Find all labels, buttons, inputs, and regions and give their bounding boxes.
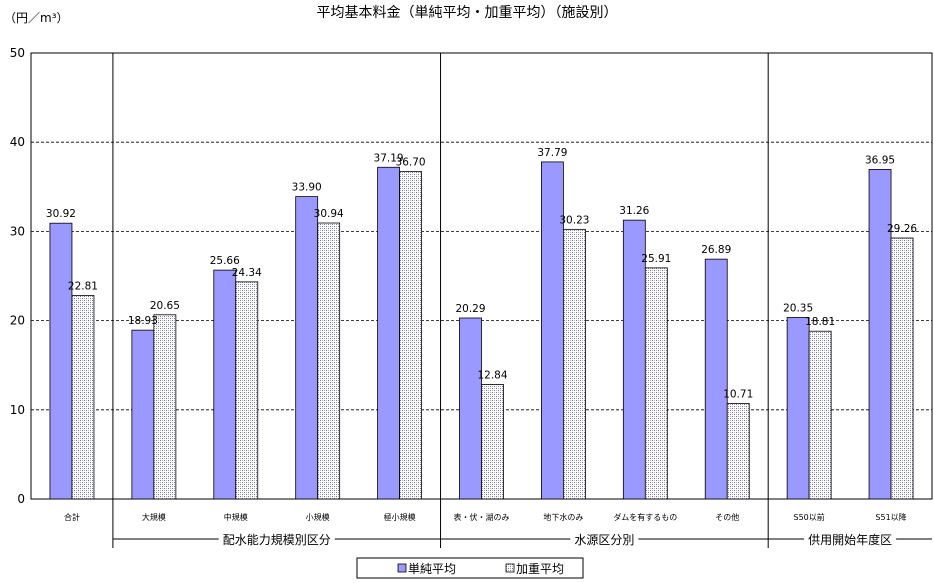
legend-label-simple-average: 単純平均 — [408, 562, 456, 576]
value-label-weighted-6: 30.23 — [559, 214, 589, 226]
y-tick-label-20: 20 — [10, 314, 25, 328]
legend-swatch-weighted-average — [505, 563, 515, 573]
group-label-1: 水源区分別 — [574, 533, 634, 547]
category-groups: 配水能力規模別区分 水源区分別 供用開始年度区 — [112, 532, 932, 547]
value-label-weighted-7: 25.91 — [641, 253, 671, 265]
bar-weighted-average-1 — [153, 314, 177, 500]
x-category-label-5: 表・伏・湖のみ — [454, 512, 510, 522]
value-label-simple-9: 20.35 — [783, 302, 813, 314]
bar-weighted-average-3 — [317, 222, 341, 500]
bar-weighted-average-7 — [644, 267, 668, 500]
value-label-weighted-8: 10.71 — [723, 388, 753, 400]
value-label-simple-0: 30.92 — [46, 208, 76, 220]
value-label-simple-1: 18.93 — [128, 315, 158, 327]
bar-weighted-average-4 — [399, 171, 422, 500]
chart-title: 平均基本料金（単純平均・加重平均）（施設別） — [317, 4, 618, 21]
value-label-weighted-10: 29.26 — [887, 223, 917, 235]
y-tick-label-50: 50 — [10, 46, 25, 60]
value-label-simple-3: 33.90 — [292, 182, 322, 194]
x-category-label-6: 地下水のみ — [543, 512, 583, 522]
y-axis-unit-label: （円／m³） — [4, 11, 69, 25]
value-label-weighted-9: 18.81 — [805, 316, 835, 328]
value-label-simple-5: 20.29 — [455, 303, 485, 315]
bar-simple-average-6 — [541, 161, 564, 500]
y-tick-label-30: 30 — [10, 224, 25, 238]
bar-simple-average-10 — [868, 169, 892, 500]
value-label-weighted-0: 22.81 — [68, 281, 98, 293]
value-label-simple-7: 31.26 — [619, 205, 649, 217]
bar-weighted-average-8 — [726, 403, 750, 500]
x-category-label-3: 小規模 — [306, 512, 330, 522]
group-label-2: 供用開始年度区 — [808, 532, 892, 547]
y-tick-label-0: 0 — [17, 492, 25, 506]
bar-weighted-average-10 — [890, 237, 914, 500]
x-axis-category-labels: 合計 大規模 中規模 小規模 極小規模 表・伏・湖のみ 地下水のみ ダムを有するもの その他 S5… — [64, 512, 907, 522]
x-category-label-4: 極小規模 — [384, 512, 416, 522]
x-category-label-9: S50以前 — [794, 512, 825, 522]
bar-simple-average-1 — [131, 329, 155, 500]
value-label-weighted-5: 12.84 — [477, 369, 507, 381]
x-category-label-8: その他 — [715, 512, 739, 522]
bar-weighted-average-6 — [563, 228, 586, 500]
value-label-simple-8: 26.89 — [701, 244, 731, 256]
bar-simple-average-8 — [704, 258, 728, 500]
bar-simple-average-5 — [459, 317, 482, 500]
value-label-simple-10: 36.95 — [865, 154, 895, 166]
x-category-label-1: 大規模 — [142, 512, 166, 522]
legend: 単純平均 加重平均 — [356, 557, 584, 579]
bar-simple-average-2 — [213, 269, 237, 500]
legend-label-weighted-average: 加重平均 — [516, 562, 564, 576]
x-category-label-7: ダムを有するもの — [613, 512, 677, 522]
bar-simple-average-3 — [295, 196, 319, 500]
value-label-weighted-3: 30.94 — [314, 208, 344, 220]
bar-weighted-average-5 — [481, 384, 504, 500]
x-category-label-10: S51以降 — [875, 512, 906, 522]
x-category-label-2: 中規模 — [224, 512, 248, 522]
value-label-weighted-1: 20.65 — [150, 300, 180, 312]
group-label-0: 配水能力規模別区分 — [223, 532, 331, 547]
y-tick-label-10: 10 — [10, 403, 25, 417]
value-label-simple-2: 25.66 — [210, 255, 240, 267]
legend-box — [356, 557, 584, 579]
bar-simple-average-9 — [786, 317, 810, 500]
value-label-weighted-2: 24.34 — [232, 267, 262, 279]
value-label-simple-4: 37.19 — [374, 152, 404, 164]
y-tick-label-40: 40 — [10, 135, 25, 149]
bar-weighted-average-0 — [71, 295, 95, 500]
bar-weighted-average-9 — [808, 330, 832, 500]
bar-simple-average-0 — [49, 222, 73, 500]
bars — [49, 161, 914, 500]
y-axis-ticks: 0 10 20 30 40 50 — [10, 46, 25, 506]
value-label-weighted-4: 36.70 — [396, 157, 426, 169]
legend-swatch-simple-average — [397, 563, 407, 573]
value-label-simple-6: 37.79 — [537, 147, 567, 159]
bar-simple-average-4 — [377, 166, 400, 500]
bar-weighted-average-2 — [235, 281, 259, 500]
x-category-label-0: 合計 — [64, 512, 80, 522]
